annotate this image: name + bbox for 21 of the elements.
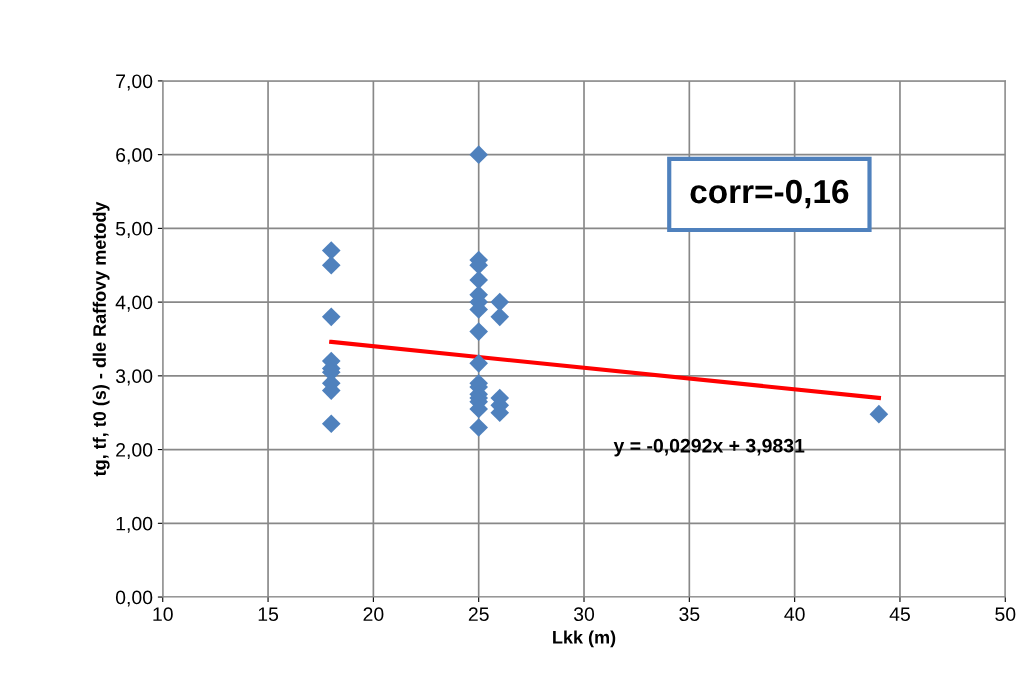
y-tick-label: 4,00 <box>115 295 153 312</box>
y-tick-label: 6,00 <box>116 148 153 165</box>
x-tick-label: 45 <box>889 607 910 622</box>
annotation: corr=-0,16 <box>690 179 849 209</box>
x-tick-label: 25 <box>468 607 489 622</box>
x-tick-label: 35 <box>679 607 700 622</box>
y-tick-label: 3,00 <box>115 369 153 386</box>
y-tick-label: 2,00 <box>116 443 153 460</box>
x-tick-label: 15 <box>258 607 279 622</box>
y-tick-label: 0,00 <box>115 590 153 607</box>
x-tick-label: 40 <box>784 607 805 622</box>
x-axis-title: Lkk (m) <box>553 630 616 648</box>
x-tick-label: 50 <box>995 607 1016 622</box>
y-tick-label: 1,00 <box>116 516 153 533</box>
y-tick-label: 5,00 <box>115 221 153 238</box>
y-tick-label: 7,00 <box>116 74 153 91</box>
x-tick-label: 20 <box>363 607 384 622</box>
annotation: y = -0,0292x + 3,9831 <box>613 438 805 457</box>
x-tick-label: 30 <box>573 607 595 622</box>
x-tick-label: 10 <box>153 607 173 622</box>
y-axis-title: tg, tf, t0 (s) - dle Raffovy metody <box>92 201 110 477</box>
